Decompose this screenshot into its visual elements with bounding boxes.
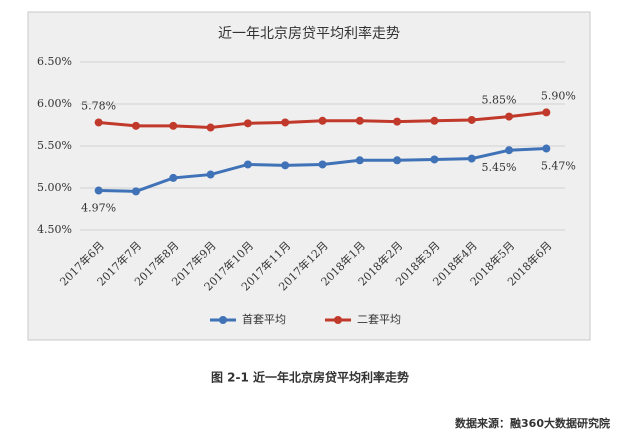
- data-point: [281, 161, 290, 170]
- data-point: [94, 118, 103, 127]
- data-point: [318, 160, 327, 169]
- data-point: [505, 112, 514, 121]
- data-point: [206, 123, 215, 132]
- y-tick-label: 6.00%: [37, 97, 72, 110]
- legend-marker: [219, 316, 227, 324]
- data-point: [169, 121, 178, 130]
- source: 数据来源：融360大数据研究院: [455, 416, 610, 430]
- caption: 图 2-1 近一年北京房贷平均利率走势: [211, 370, 409, 385]
- data-label: 4.97%: [81, 202, 116, 215]
- data-point: [467, 115, 476, 124]
- y-tick-label: 6.50%: [37, 55, 72, 68]
- data-point: [243, 160, 252, 169]
- data-point: [281, 118, 290, 127]
- data-point: [243, 119, 252, 128]
- data-label: 5.85%: [482, 94, 517, 107]
- data-point: [393, 156, 402, 165]
- data-point: [505, 146, 514, 155]
- data-point: [169, 173, 178, 182]
- data-label: 5.78%: [81, 99, 116, 112]
- data-point: [393, 117, 402, 126]
- y-tick-label: 4.50%: [37, 223, 72, 236]
- chart-background: [27, 11, 591, 341]
- data-point: [94, 186, 103, 195]
- data-point: [131, 121, 140, 130]
- data-label: 5.45%: [482, 161, 517, 174]
- data-point: [467, 154, 476, 163]
- legend-label: 首套平均: [242, 312, 286, 326]
- data-point: [430, 116, 439, 125]
- data-label: 5.90%: [541, 89, 576, 102]
- data-point: [430, 155, 439, 164]
- legend-label: 二套平均: [357, 313, 401, 326]
- y-tick-label: 5.50%: [37, 139, 72, 152]
- data-point: [542, 144, 551, 153]
- data-point: [355, 116, 364, 125]
- data-point: [542, 108, 551, 117]
- data-point: [206, 170, 215, 179]
- data-point: [355, 156, 364, 165]
- data-point: [318, 116, 327, 125]
- y-tick-label: 5.00%: [37, 181, 72, 194]
- data-point: [131, 187, 140, 196]
- chart-title: 近一年北京房贷平均利率走势: [218, 25, 400, 42]
- legend-marker: [334, 316, 342, 324]
- data-label: 5.47%: [541, 160, 576, 173]
